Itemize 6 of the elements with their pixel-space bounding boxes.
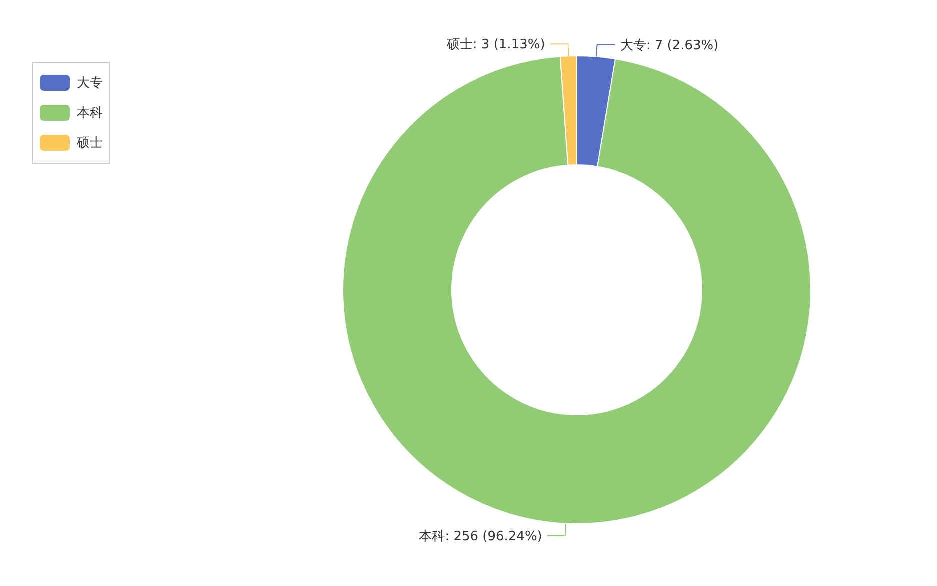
- data-label: 硕士: 3 (1.13%): [446, 38, 546, 53]
- legend-label: 大专: [77, 75, 103, 92]
- legend-label: 本科: [77, 105, 103, 122]
- data-label: 本科: 256 (96.24%): [419, 529, 542, 544]
- legend-label: 硕士: [77, 135, 103, 152]
- data-label: 大专: 7 (2.63%): [620, 38, 719, 54]
